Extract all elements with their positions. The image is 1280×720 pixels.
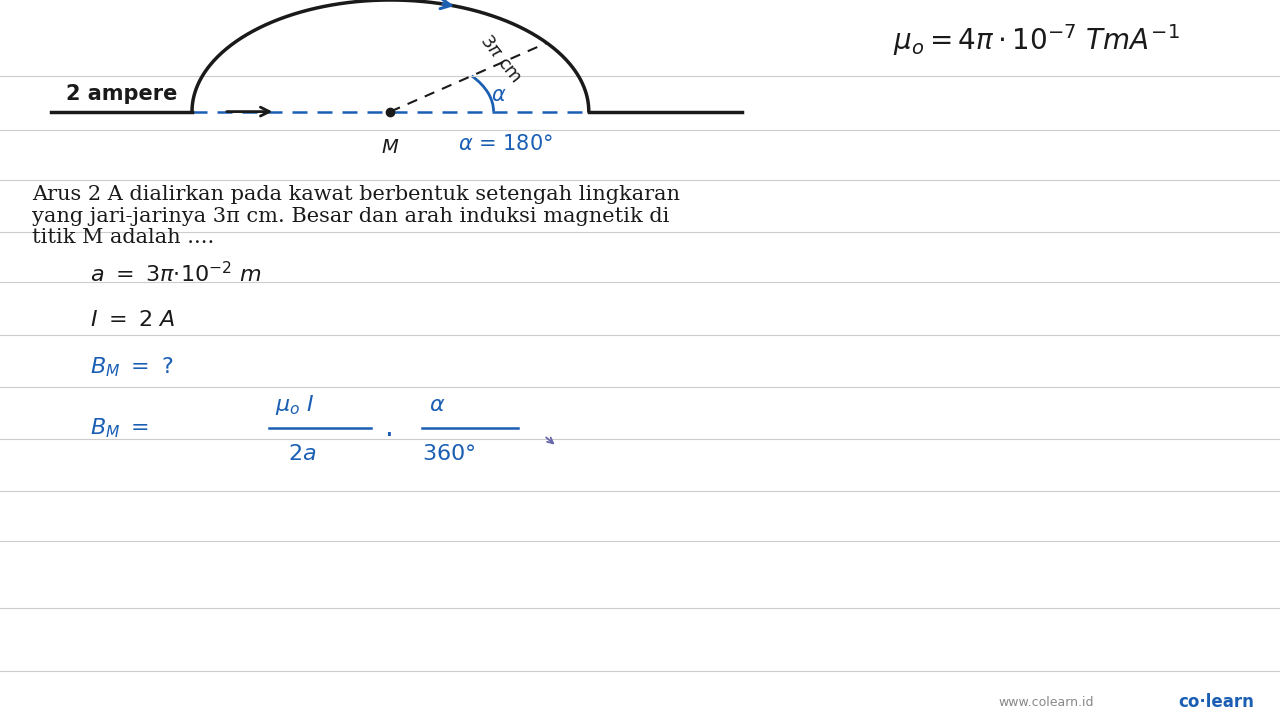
Text: yang jari-jarinya 3π cm. Besar dan arah induksi magnetik di: yang jari-jarinya 3π cm. Besar dan arah … [32,207,669,225]
Text: M: M [381,138,399,157]
Text: $.$: $.$ [384,415,392,442]
Text: $\mathit{B}_M\ =\ ?$: $\mathit{B}_M\ =\ ?$ [90,356,173,379]
Text: $3\pi$ cm: $3\pi$ cm [476,31,525,86]
Text: $I\ =\ 2\ A$: $I\ =\ 2\ A$ [90,310,175,330]
Text: Arus 2 A dialirkan pada kawat berbentuk setengah lingkaran: Arus 2 A dialirkan pada kawat berbentuk … [32,185,680,204]
Text: $\mu_o = 4\pi \cdot 10^{-7}\ TmA^{-1}$: $\mu_o = 4\pi \cdot 10^{-7}\ TmA^{-1}$ [893,22,1180,58]
Text: $\alpha$: $\alpha$ [492,85,507,105]
Text: $\alpha$: $\alpha$ [429,395,445,415]
Text: titik ​M adalah ....: titik ​M adalah .... [32,228,214,247]
Text: $\mathit{B}_M\ =$: $\mathit{B}_M\ =$ [90,417,148,440]
Text: www.colearn.id: www.colearn.id [998,696,1094,708]
Text: $360°$: $360°$ [422,444,476,464]
Text: $a\ =\ 3\pi{\cdot}10^{-2}\ m$: $a\ =\ 3\pi{\cdot}10^{-2}\ m$ [90,261,261,287]
Text: co·learn: co·learn [1179,693,1254,711]
Text: $2a$: $2a$ [288,444,316,464]
Text: $\alpha$ = 180°: $\alpha$ = 180° [458,134,553,154]
Text: 2 ampere: 2 ampere [65,84,178,104]
Text: $\mu_o\ I$: $\mu_o\ I$ [275,393,315,418]
